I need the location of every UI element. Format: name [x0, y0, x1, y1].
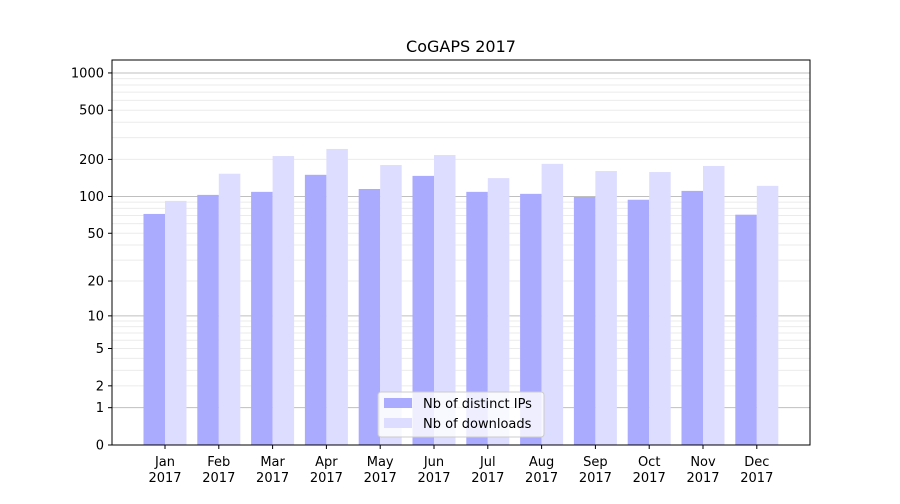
bar-downloads	[541, 163, 564, 445]
bar-downloads	[703, 165, 725, 445]
y-tick-label: 1000	[71, 66, 104, 81]
x-tick-label-year: 2017	[310, 471, 343, 486]
x-tick-label: Dec	[744, 455, 769, 470]
bar-downloads	[595, 171, 617, 445]
x-tick-label: Sep	[583, 455, 608, 470]
chart-title: CoGAPS 2017	[406, 37, 516, 56]
legend-label: Nb of distinct IPs	[423, 397, 532, 412]
x-tick-label: Aug	[529, 455, 554, 470]
x-tick-label: Oct	[638, 455, 660, 470]
bar-downloads	[649, 172, 671, 445]
y-tick-label: 10	[87, 309, 104, 324]
bar-ips	[573, 197, 596, 445]
x-tick-label-year: 2017	[256, 471, 289, 486]
bar-ips	[520, 193, 542, 445]
x-tick-label-year: 2017	[740, 471, 773, 486]
bar-ips	[143, 213, 165, 445]
y-tick-label: 100	[79, 190, 104, 205]
bar-downloads	[434, 155, 456, 446]
bar-ips	[197, 194, 219, 445]
bar-ips	[627, 199, 650, 445]
y-tick-label: 0	[96, 439, 104, 454]
x-tick-label: Mar	[260, 455, 285, 470]
y-tick-label: 2	[96, 379, 104, 394]
y-tick-label: 5	[96, 342, 104, 357]
y-tick-label: 20	[87, 275, 104, 290]
x-tick-label-year: 2017	[471, 471, 504, 486]
legend	[377, 391, 545, 438]
bar-downloads	[272, 156, 295, 445]
bar-downloads	[165, 200, 187, 445]
x-tick-label-year: 2017	[364, 471, 397, 486]
x-tick-label-year: 2017	[633, 471, 666, 486]
x-tick-label: Jun	[423, 455, 444, 470]
x-tick-label: Jan	[154, 455, 175, 470]
y-tick-label: 200	[79, 153, 104, 168]
x-tick-label: May	[367, 455, 394, 470]
bar-downloads	[487, 178, 510, 445]
x-tick-label-year: 2017	[579, 471, 612, 486]
x-tick-label-year: 2017	[202, 471, 235, 486]
bar-ips	[466, 191, 488, 445]
bar-ips	[735, 214, 757, 445]
bar-ips	[251, 191, 273, 445]
x-tick-label: Jul	[479, 455, 496, 470]
x-tick-label-year: 2017	[148, 471, 181, 486]
y-tick-label: 1	[96, 401, 104, 416]
bar-downloads	[380, 165, 402, 445]
x-tick-label: Nov	[690, 455, 716, 470]
bar-downloads	[756, 185, 779, 446]
x-tick-label: Feb	[207, 455, 230, 470]
legend-swatch	[384, 398, 412, 408]
x-tick-label-year: 2017	[417, 471, 450, 486]
bar-downloads	[218, 173, 241, 445]
bar-ips	[304, 174, 327, 445]
bar-downloads	[326, 148, 348, 445]
x-tick-label-year: 2017	[525, 471, 558, 486]
y-tick-label: 50	[87, 227, 104, 242]
bar-ips	[681, 190, 703, 445]
x-tick-label-year: 2017	[686, 471, 719, 486]
legend-swatch	[384, 418, 412, 428]
bar-ips	[412, 175, 434, 445]
x-tick-label: Apr	[315, 455, 338, 470]
y-tick-label: 500	[79, 104, 104, 119]
bar-ips	[358, 189, 381, 445]
legend-label: Nb of downloads	[423, 417, 532, 432]
plot-frame	[111, 59, 811, 446]
